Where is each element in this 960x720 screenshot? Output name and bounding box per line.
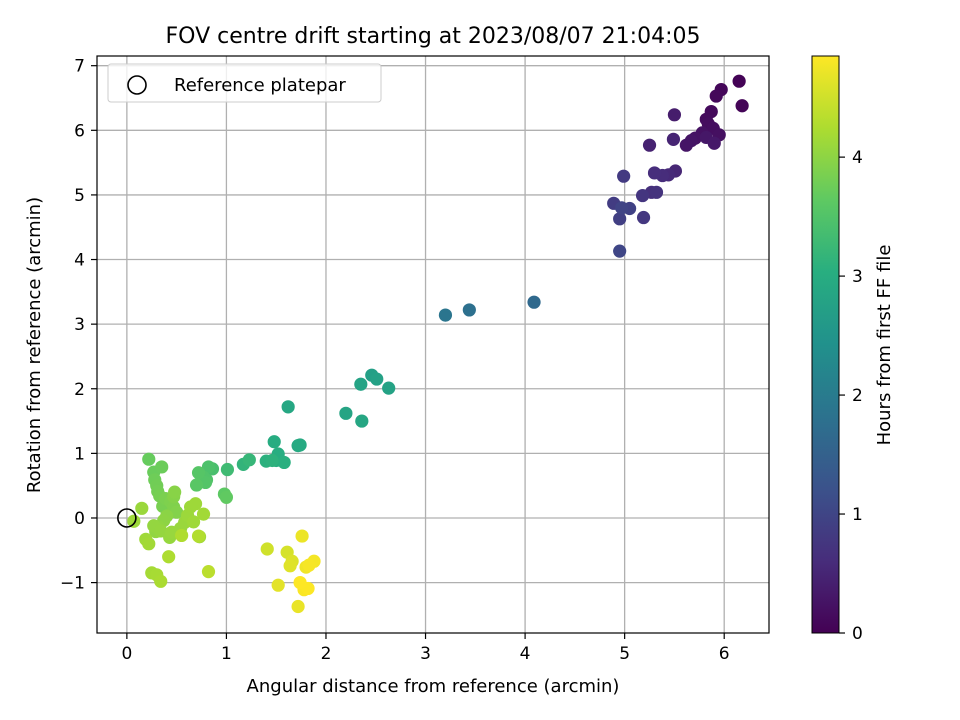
data-point [354, 377, 368, 391]
y-tick-label: 5 [74, 186, 85, 206]
data-point [636, 210, 651, 225]
data-point [271, 578, 285, 592]
data-point [201, 460, 216, 474]
y-tick-label: 1 [74, 444, 85, 464]
data-point [283, 559, 297, 573]
data-point [679, 138, 693, 152]
x-tick-label: 3 [420, 644, 431, 664]
y-axis-label: Rotation from reference (arcmin) [24, 197, 45, 493]
legend-box [107, 63, 382, 103]
data-point [666, 132, 681, 146]
colorbar: 0 1 2 3 4 Hours from first FF file [811, 55, 895, 644]
data-point [635, 188, 650, 203]
data-point [168, 485, 182, 499]
data-point [617, 169, 631, 183]
data-point [191, 466, 206, 480]
chart-title: FOV centre drift starting at 2023/08/07 … [166, 24, 701, 49]
x-tick-label: 5 [619, 644, 630, 664]
data-point [186, 515, 201, 529]
y-tick-label: 3 [74, 315, 85, 335]
data-point [154, 574, 168, 588]
plot-frame [96, 55, 770, 634]
data-point [170, 505, 184, 519]
data-points [117, 74, 749, 614]
y-tick-label: 0 [74, 509, 85, 529]
data-point [527, 295, 541, 309]
data-point [438, 308, 453, 322]
y-tick-label: 2 [74, 380, 85, 400]
colorbar-tick-label: 4 [852, 148, 863, 168]
data-point [293, 576, 307, 590]
y-tick-label: −1 [60, 574, 85, 594]
data-point [382, 381, 396, 395]
data-point [188, 497, 203, 511]
data-point [191, 529, 206, 543]
data-point [142, 452, 156, 466]
colorbar-tick-label: 2 [852, 386, 863, 406]
data-point [613, 244, 627, 258]
x-tick-label: 0 [121, 644, 132, 664]
data-point [370, 372, 384, 386]
data-point [615, 201, 629, 215]
data-point [189, 478, 204, 492]
data-point [220, 462, 235, 477]
data-point [649, 185, 664, 199]
y-tick-label: 6 [74, 121, 85, 141]
data-point [732, 74, 746, 88]
x-axis-label: Angular distance from reference (arcmin) [247, 676, 620, 697]
data-point [339, 406, 353, 420]
data-point [142, 537, 156, 551]
data-point [242, 453, 256, 467]
colorbar-tick-label: 0 [852, 624, 863, 644]
colorbar-gradient [811, 55, 840, 634]
data-point [462, 303, 476, 317]
x-tick-label: 6 [719, 644, 730, 664]
data-point [267, 435, 281, 449]
y-tick-label: 4 [74, 251, 85, 271]
data-point [735, 99, 749, 113]
colorbar-ticks: 0 1 2 3 4 [839, 148, 863, 644]
data-point [613, 212, 627, 226]
data-point [642, 138, 657, 152]
data-point [293, 438, 307, 452]
y-tick-label: 7 [74, 57, 85, 77]
legend-label-reference: Reference platepar [174, 75, 346, 96]
data-point [260, 542, 274, 556]
data-point [709, 89, 723, 103]
data-point [355, 414, 369, 428]
colorbar-label: Hours from first FF file [874, 245, 895, 446]
data-point [175, 528, 189, 543]
data-point [135, 501, 149, 515]
axes: 0 1 2 3 4 5 6 −1 0 1 2 3 4 5 6 7 [60, 55, 770, 664]
data-point [295, 529, 309, 543]
x-tick-label: 4 [520, 644, 531, 664]
data-point [707, 136, 721, 150]
colorbar-tick-label: 1 [852, 505, 863, 525]
data-point [127, 514, 141, 528]
reference-marker-swatch [127, 75, 147, 95]
data-point [219, 490, 234, 504]
x-tick-label: 1 [221, 644, 232, 664]
data-point [201, 565, 216, 579]
data-point [281, 400, 295, 414]
data-point [162, 550, 176, 564]
reference-marker [117, 508, 137, 528]
data-point [291, 599, 305, 614]
data-point [196, 507, 211, 521]
data-point [155, 460, 169, 474]
data-point [667, 108, 682, 122]
data-point [647, 166, 662, 180]
colorbar-tick-label: 3 [852, 267, 863, 287]
data-point [302, 558, 316, 572]
x-tick-label: 2 [321, 644, 332, 664]
data-point [265, 453, 279, 468]
legend: Reference platepar [107, 63, 382, 103]
data-point [277, 455, 291, 470]
